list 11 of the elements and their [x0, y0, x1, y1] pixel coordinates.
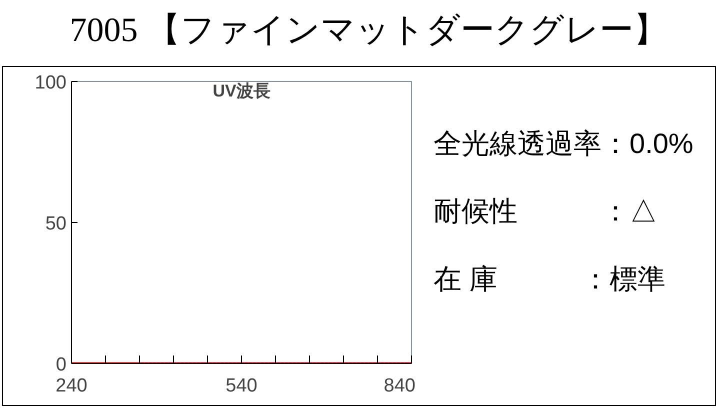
- y-tick-label: 100: [34, 72, 66, 94]
- text: 耐候性 ：△: [434, 196, 658, 227]
- y-tick-label: 50: [45, 214, 67, 234]
- x-tick-label: 540: [226, 376, 258, 396]
- text: 在 庫 ：標準: [434, 263, 666, 294]
- y-tick-label: 0: [56, 354, 67, 376]
- x-tick-label: 240: [56, 376, 88, 396]
- chart-title: 7005 【ファインマットダークグレー】: [70, 11, 668, 51]
- text: 全光線透過率：0.0%: [434, 128, 694, 160]
- x-axis-title: UV波長: [212, 82, 270, 100]
- x-tick-label: 840: [384, 376, 416, 396]
